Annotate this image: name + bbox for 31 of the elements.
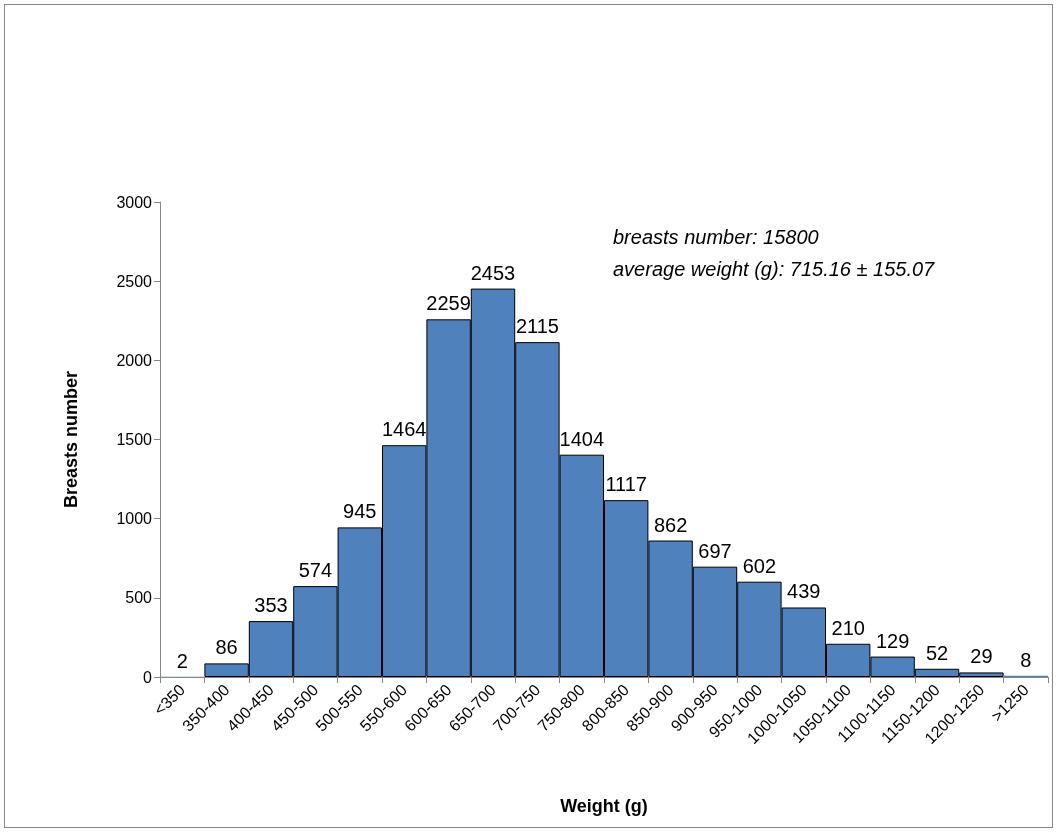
data-label: 29 — [970, 645, 993, 668]
annotation: breasts number: 15800 — [613, 226, 819, 248]
y-tick-label: 2500 — [116, 272, 153, 290]
data-label: 129 — [875, 629, 910, 652]
data-label: 602 — [742, 554, 777, 577]
data-label: 945 — [343, 500, 377, 523]
data-label: 1464 — [381, 418, 427, 441]
data-label: 52 — [925, 641, 949, 664]
y-tick-label: 1000 — [116, 510, 153, 528]
annotation: average weight (g): 715.16 ± 155.07 — [613, 258, 936, 280]
data-label: 2453 — [470, 261, 516, 284]
data-label: 574 — [298, 559, 333, 582]
data-label: 1117 — [605, 473, 647, 496]
data-label: 8 — [1020, 648, 1032, 671]
data-label: 210 — [831, 616, 865, 639]
y-tick-label: 2000 — [116, 351, 153, 369]
data-label: 86 — [215, 636, 238, 659]
y-tick-label: 0 — [143, 668, 153, 686]
data-label: 353 — [254, 594, 288, 617]
y-tick-label: 500 — [125, 589, 153, 607]
data-label: 697 — [698, 539, 732, 562]
y-tick-label: 1500 — [116, 431, 153, 448]
data-label: 439 — [787, 580, 821, 603]
y-axis-title: Breasts number — [61, 370, 81, 509]
y-tick-label: 3000 — [116, 193, 153, 211]
data-label: 2115 — [515, 315, 559, 338]
data-label: 862 — [653, 513, 688, 536]
data-label: 2259 — [426, 292, 471, 315]
data-label: 2 — [176, 649, 188, 672]
data-label: 1404 — [559, 427, 605, 450]
x-axis-title: Weight (g) — [560, 796, 648, 816]
